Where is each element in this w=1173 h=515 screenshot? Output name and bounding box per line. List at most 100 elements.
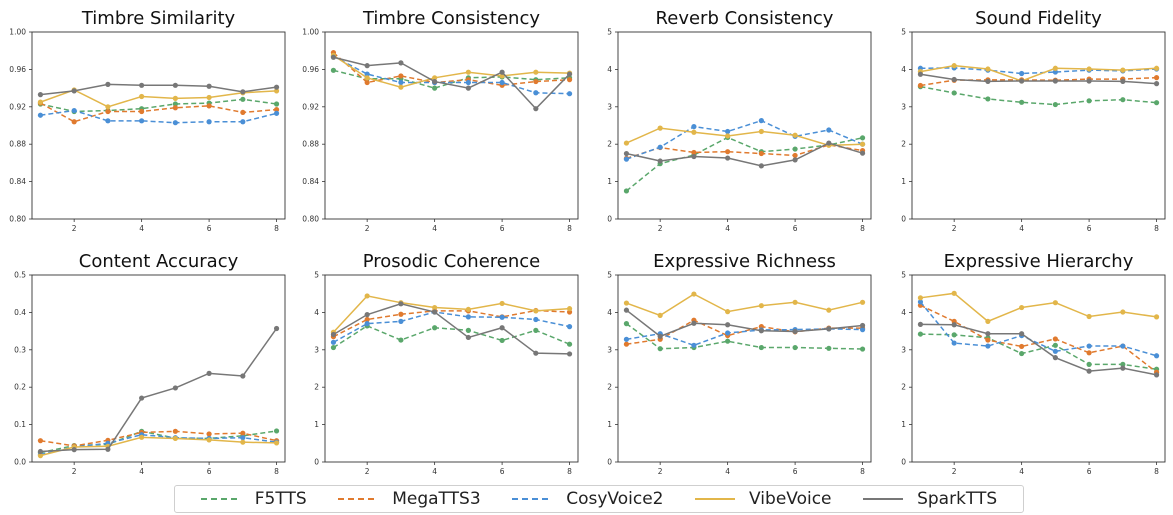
- chart-sound-fidelity: Sound Fidelity 0 1 2 3 4 5 2 4 6 8: [901, 8, 1166, 233]
- point-cosyvoice2: [398, 318, 404, 324]
- point-cosyvoice2: [206, 119, 212, 125]
- chart-title-content-accuracy: Content Accuracy: [79, 251, 239, 272]
- point-sparktts: [758, 328, 764, 334]
- point-sparktts: [985, 331, 991, 337]
- point-megatts3: [398, 311, 404, 317]
- point-vibevoice: [826, 307, 832, 313]
- point-sparktts: [139, 395, 145, 401]
- y-tick-label: 0.96: [302, 65, 319, 74]
- y-tick-label: 1.00: [9, 28, 26, 37]
- point-megatts3: [71, 119, 77, 125]
- series-line-f5tts: [333, 325, 570, 349]
- point-megatts3: [37, 438, 44, 444]
- point-megatts3: [566, 77, 573, 83]
- point-vibevoice: [105, 104, 111, 110]
- legend-item-sparktts: SparkTTS: [863, 489, 997, 509]
- point-sparktts: [725, 155, 731, 161]
- series-line-megatts3: [332, 52, 570, 87]
- point-f5tts: [1086, 361, 1092, 367]
- series-line-vibevoice: [332, 295, 570, 333]
- point-f5tts: [273, 428, 280, 434]
- point-f5tts: [432, 325, 438, 331]
- point-vibevoice: [273, 88, 280, 94]
- legend-item-cosyvoice2: CosyVoice2: [512, 489, 663, 509]
- chart-expressive-richness: Expressive Richness 0 1 2 3 4 5 2 4 6 8: [607, 251, 872, 476]
- point-megatts3: [758, 150, 764, 157]
- point-sparktts: [826, 326, 832, 332]
- point-f5tts: [566, 341, 573, 347]
- point-cosyvoice2: [917, 299, 924, 305]
- point-vibevoice: [1052, 65, 1058, 71]
- point-cosyvoice2: [37, 112, 44, 118]
- chart-title-prosodic-coherence: Prosodic Coherence: [363, 251, 541, 272]
- point-f5tts: [657, 346, 663, 352]
- plot-frame-prosodic-coherence: [324, 274, 579, 463]
- point-cosyvoice2: [71, 107, 77, 114]
- series-line-sparktts: [625, 309, 863, 338]
- y-tick-label: 3: [607, 102, 612, 111]
- y-tick-label: 1: [901, 177, 906, 186]
- point-cosyvoice2: [758, 118, 764, 124]
- y-tick-label: 0.88: [302, 140, 319, 149]
- point-sparktts: [792, 328, 798, 335]
- x-tick-label: 4: [139, 224, 144, 233]
- point-cosyvoice2: [566, 91, 573, 97]
- y-tick-label: 0.96: [9, 65, 26, 74]
- point-sparktts: [1153, 81, 1160, 87]
- point-sparktts: [533, 106, 539, 112]
- point-sparktts: [273, 84, 280, 90]
- point-vibevoice: [951, 290, 957, 296]
- chart-title-timbre-consistency: Timbre Consistency: [362, 8, 540, 29]
- y-tick-label: 0.88: [9, 140, 26, 149]
- point-f5tts: [859, 135, 866, 141]
- x-tick-label: 2: [658, 467, 663, 476]
- point-sparktts: [172, 82, 178, 88]
- point-vibevoice: [623, 140, 630, 146]
- point-megatts3: [240, 430, 246, 436]
- point-megatts3: [105, 108, 111, 115]
- y-tick-label: 3: [901, 102, 906, 111]
- point-cosyvoice2: [465, 314, 471, 320]
- point-sparktts: [499, 325, 505, 331]
- y-tick-label: 2: [314, 383, 319, 392]
- y-tick-label: 1: [901, 420, 906, 429]
- point-cosyvoice2: [725, 128, 731, 135]
- chart-title-reverb-consistency: Reverb Consistency: [656, 8, 834, 29]
- x-tick-label: 2: [72, 224, 77, 233]
- point-sparktts: [432, 78, 438, 85]
- series-line-cosyvoice2: [333, 55, 570, 95]
- point-sparktts: [330, 331, 337, 338]
- point-sparktts: [364, 63, 370, 69]
- point-sparktts: [465, 85, 471, 91]
- point-sparktts: [465, 334, 471, 341]
- series-line-f5tts: [920, 85, 1157, 106]
- point-megatts3: [725, 149, 731, 155]
- point-vibevoice: [859, 299, 866, 305]
- x-tick-label: 6: [207, 224, 212, 233]
- point-vibevoice: [985, 66, 991, 72]
- series-line-vibevoice: [920, 292, 1157, 323]
- point-vibevoice: [206, 94, 212, 101]
- point-f5tts: [330, 67, 337, 73]
- point-f5tts: [1120, 361, 1126, 367]
- point-sparktts: [691, 153, 697, 160]
- point-megatts3: [364, 316, 370, 323]
- point-megatts3: [240, 109, 246, 116]
- point-f5tts: [273, 101, 280, 107]
- point-sparktts: [1019, 331, 1025, 337]
- plot-frame-reverb-consistency: [617, 31, 872, 220]
- y-tick-label: 0.84: [302, 177, 319, 186]
- series-line-sparktts: [40, 83, 277, 96]
- series-line-vibevoice: [626, 293, 863, 317]
- point-cosyvoice2: [566, 324, 573, 330]
- point-vibevoice: [1086, 66, 1092, 72]
- y-tick-label: 1.00: [302, 28, 319, 37]
- point-vibevoice: [1052, 300, 1058, 306]
- point-cosyvoice2: [1153, 353, 1160, 359]
- legend-label-vibevoice: VibeVoice: [749, 489, 832, 509]
- point-vibevoice: [37, 99, 44, 105]
- y-tick-label: 2: [901, 383, 906, 392]
- point-f5tts: [951, 332, 957, 338]
- y-tick-label: 5: [314, 271, 319, 280]
- y-tick-label: 1: [314, 420, 319, 429]
